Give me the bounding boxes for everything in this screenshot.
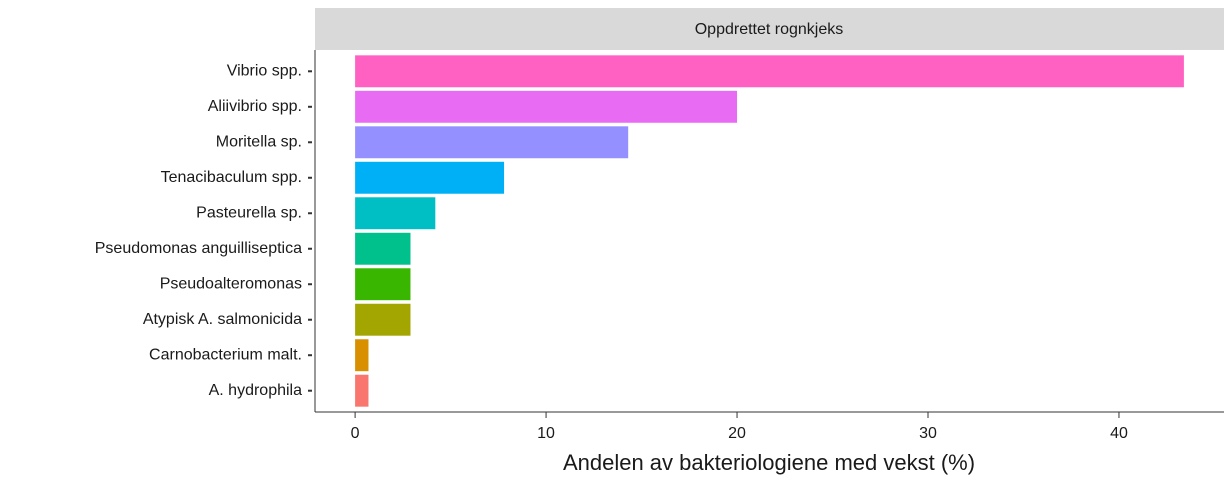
y-tick-label: Aliivibrio spp. — [208, 98, 302, 115]
y-tick-label: A. hydrophila — [209, 382, 302, 399]
x-tick-label: 40 — [1110, 425, 1128, 442]
bar — [355, 339, 369, 372]
y-tick-label: Pasteurella sp. — [196, 204, 302, 221]
x-tick-label: 30 — [919, 425, 937, 442]
y-tick-label: Moritella sp. — [216, 133, 302, 150]
strip-label: Oppdrettet rognkjeks — [695, 21, 844, 38]
bar — [355, 126, 629, 159]
x-tick-label: 0 — [351, 425, 360, 442]
bar — [355, 55, 1184, 88]
bar — [355, 90, 738, 123]
bar — [355, 161, 505, 194]
x-tick-label: 20 — [728, 425, 746, 442]
y-tick-label: Pseudomonas anguilliseptica — [95, 240, 302, 257]
bar — [355, 232, 411, 265]
strip — [315, 8, 1224, 50]
bar — [355, 268, 411, 301]
x-tick-label: 10 — [537, 425, 555, 442]
y-tick-label: Pseudoalteromonas — [160, 275, 302, 292]
y-tick-label: Carnobacterium malt. — [149, 346, 302, 363]
bar — [355, 197, 436, 230]
bar — [355, 374, 369, 407]
y-tick-label: Vibrio spp. — [227, 63, 302, 80]
x-axis-title: Andelen av bakteriologiene med vekst (%) — [563, 450, 975, 475]
y-tick-label: Atypisk A. salmonicida — [143, 311, 302, 328]
y-tick-label: Tenacibaculum spp. — [161, 169, 302, 186]
bar — [355, 303, 411, 336]
